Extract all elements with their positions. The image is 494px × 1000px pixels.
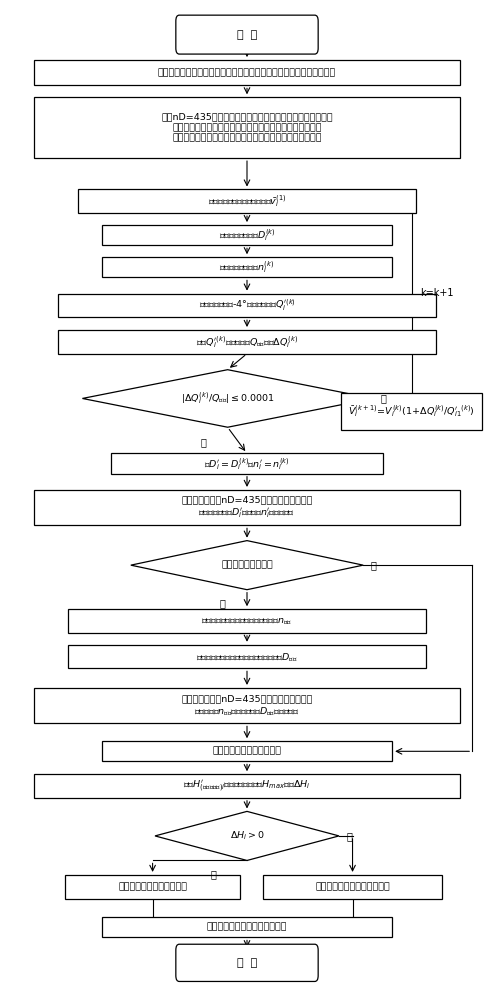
Text: 将所述水泵模型nD=435时的主要性能参数换
算至转速为$n_{调整}$、叶轮直径为$D_{调整}$的原型参数: 将所述水泵模型nD=435时的主要性能参数换 算至转速为$n_{调整}$、叶轮直… (181, 694, 313, 717)
FancyBboxPatch shape (34, 60, 460, 85)
Text: 否: 否 (346, 831, 352, 841)
Text: 给出叶轮名义平均流速初始值$\bar{v}_i^{(1)}$: 给出叶轮名义平均流速初始值$\bar{v}_i^{(1)}$ (208, 193, 286, 209)
Text: 计算叶片角度为-4°的原型泵流量$Q_i'^{(k)}$: 计算叶片角度为-4°的原型泵流量$Q_i'^{(k)}$ (199, 298, 295, 313)
FancyBboxPatch shape (263, 875, 442, 899)
FancyBboxPatch shape (34, 97, 460, 158)
FancyBboxPatch shape (65, 875, 240, 899)
Text: 计算原型叶轮直径$D_i^{(k)}$: 计算原型叶轮直径$D_i^{(k)}$ (219, 227, 275, 243)
FancyBboxPatch shape (341, 393, 482, 430)
Text: 是: 是 (201, 437, 206, 447)
Text: 水泵模型选型方案符合要求: 水泵模型选型方案符合要求 (118, 882, 187, 891)
Text: 输入拟应用本发明的泵装置设计扬程及最大扬程、设计流量、传动方式: 输入拟应用本发明的泵装置设计扬程及最大扬程、设计流量、传动方式 (158, 68, 336, 77)
Text: $\Delta H_i > 0$: $\Delta H_i > 0$ (230, 830, 264, 842)
Text: 开  始: 开 始 (237, 30, 257, 40)
Text: 否: 否 (370, 560, 376, 570)
FancyBboxPatch shape (58, 330, 436, 354)
Text: 是: 是 (210, 869, 216, 879)
FancyBboxPatch shape (102, 257, 392, 277)
Text: 对水泵叶轮直径进行相应调整计算，得到$D_{调整}$: 对水泵叶轮直径进行相应调整计算，得到$D_{调整}$ (196, 651, 298, 663)
FancyBboxPatch shape (102, 917, 392, 937)
Text: 计算$H_{(鳔底最低点)i}'$与泵装置最高扬程$H_{max}$的差$\Delta H_i$: 计算$H_{(鳔底最低点)i}'$与泵装置最高扬程$H_{max}$的差$\De… (183, 778, 311, 794)
FancyBboxPatch shape (78, 189, 416, 213)
Text: $|\Delta Q_i^{(k)}/Q_{设计}|\leq 0.0001$: $|\Delta Q_i^{(k)}/Q_{设计}|\leq 0.0001$ (181, 391, 275, 406)
FancyBboxPatch shape (68, 609, 426, 633)
Text: 水泵模型选型方案不符合要求: 水泵模型选型方案不符合要求 (315, 882, 390, 891)
Text: 列表汇总各水泵模型的选型方案: 列表汇总各水泵模型的选型方案 (207, 923, 287, 932)
FancyBboxPatch shape (68, 645, 426, 668)
Text: 计算设计工况点的叶片角度: 计算设计工况点的叶片角度 (212, 747, 282, 756)
Text: 结  束: 结 束 (237, 958, 257, 968)
Text: $\bar{V}_i^{(k+1)}\!=\!V_i^{(k)}(1\!+\!\Delta Q_i^{(k)}/Q_{i1}'^{(k)})$: $\bar{V}_i^{(k+1)}\!=\!V_i^{(k)}(1\!+\!\… (348, 403, 475, 419)
FancyBboxPatch shape (112, 453, 382, 474)
Polygon shape (82, 370, 373, 427)
Text: 对水泵转速进行转速叠档调整，得到$n_{调整}$: 对水泵转速进行转速叠档调整，得到$n_{调整}$ (202, 616, 292, 626)
FancyBboxPatch shape (176, 944, 318, 981)
Text: 令$D_i'=D_i^{(k)}$，$n_i'=n_i^{(k)}$: 令$D_i'=D_i^{(k)}$，$n_i'=n_i^{(k)}$ (204, 456, 290, 472)
Text: 否: 否 (380, 393, 386, 403)
FancyBboxPatch shape (176, 15, 318, 54)
Polygon shape (131, 541, 363, 590)
FancyBboxPatch shape (34, 688, 460, 723)
Text: 是: 是 (220, 598, 226, 608)
Text: 是否采用直接传动？: 是否采用直接传动？ (221, 561, 273, 570)
FancyBboxPatch shape (102, 225, 392, 245)
Text: 将所述水泵模型nD=435时的主要性能参数换
算至叶轮直径为$D_i'$、转速为$n_i'$的原型参数: 将所述水泵模型nD=435时的主要性能参数换 算至叶轮直径为$D_i'$、转速为… (181, 495, 313, 520)
FancyBboxPatch shape (102, 741, 392, 761)
Text: 选择nD=435时最优工况点扬程高于拟应用本发明泵装置设计
扬程的水泵模型，列出它们马鳔形区鳔底扬程和各叶片角度
高效区的扬程、流量、效率、临界空化余量等主要性: 选择nD=435时最优工况点扬程高于拟应用本发明泵装置设计 扬程的水泵模型，列出… (161, 113, 333, 143)
FancyBboxPatch shape (58, 294, 436, 317)
Polygon shape (155, 811, 339, 860)
FancyBboxPatch shape (34, 774, 460, 798)
Text: 计算$Q_i'^{(k)}$与设计流量$Q_{设计}$的差$\Delta Q_i^{(k)}$: 计算$Q_i'^{(k)}$与设计流量$Q_{设计}$的差$\Delta Q_i… (196, 334, 298, 350)
Text: 计算原型水泵转速$n_i^{(k)}$: 计算原型水泵转速$n_i^{(k)}$ (219, 259, 275, 275)
Text: k=k+1: k=k+1 (420, 288, 454, 298)
FancyBboxPatch shape (34, 490, 460, 525)
